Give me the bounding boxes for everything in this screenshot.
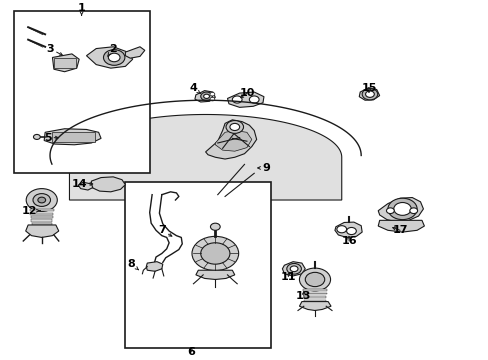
Circle shape [409,208,417,213]
Polygon shape [125,47,144,58]
Bar [30,209,54,211]
Text: 2: 2 [107,44,117,56]
Circle shape [201,92,212,100]
Polygon shape [44,129,101,145]
Polygon shape [359,88,379,100]
Text: 8: 8 [127,259,138,270]
Circle shape [393,203,410,215]
Polygon shape [215,131,251,151]
Polygon shape [227,92,264,107]
Bar [303,296,325,298]
Text: 1: 1 [78,3,85,15]
Polygon shape [78,182,93,190]
Polygon shape [52,54,79,72]
Text: 11: 11 [280,272,295,282]
Circle shape [201,243,229,264]
Circle shape [33,194,50,206]
Circle shape [225,121,243,133]
Polygon shape [26,225,59,238]
Circle shape [365,91,373,98]
Text: 5: 5 [44,132,58,143]
Polygon shape [377,220,424,232]
Circle shape [38,197,45,203]
Polygon shape [69,114,341,200]
Circle shape [305,273,324,287]
Circle shape [209,98,214,101]
Circle shape [232,96,242,103]
Circle shape [33,134,40,139]
Text: 15: 15 [361,83,376,93]
Bar [30,213,53,215]
Circle shape [336,226,346,233]
Circle shape [103,50,124,65]
Text: 17: 17 [391,225,407,235]
Bar [302,289,326,291]
Circle shape [386,208,393,213]
Circle shape [286,264,301,274]
Text: 16: 16 [341,236,356,246]
Polygon shape [377,198,423,222]
Polygon shape [205,120,256,159]
Circle shape [26,189,57,211]
Text: 6: 6 [187,347,195,357]
Circle shape [229,123,239,131]
Bar [52,132,95,142]
Circle shape [192,237,238,271]
Circle shape [362,89,377,100]
Polygon shape [299,302,330,310]
Polygon shape [196,270,234,279]
Circle shape [108,53,120,62]
Circle shape [249,96,259,103]
Polygon shape [91,177,125,192]
Text: 14: 14 [71,179,93,189]
Bar [304,300,325,302]
Polygon shape [86,47,132,68]
Bar [31,223,52,225]
Polygon shape [334,222,362,238]
Bar [30,216,53,218]
Circle shape [210,223,220,230]
Polygon shape [195,91,215,102]
Circle shape [346,228,356,235]
Circle shape [203,94,209,98]
Bar [125,182,271,348]
Text: 7: 7 [158,225,171,236]
Polygon shape [282,262,305,276]
Bar [303,293,326,294]
Bar [14,11,149,173]
Polygon shape [146,262,163,271]
Text: 12: 12 [22,206,40,216]
Text: 3: 3 [46,44,62,55]
Text: 4: 4 [189,83,200,94]
Circle shape [387,198,416,220]
Circle shape [299,268,330,291]
Bar [54,58,76,68]
Text: 10: 10 [239,88,254,98]
Circle shape [289,266,297,272]
Bar [31,220,52,221]
Text: 9: 9 [257,163,270,173]
Text: 13: 13 [296,291,311,301]
Circle shape [209,93,214,96]
